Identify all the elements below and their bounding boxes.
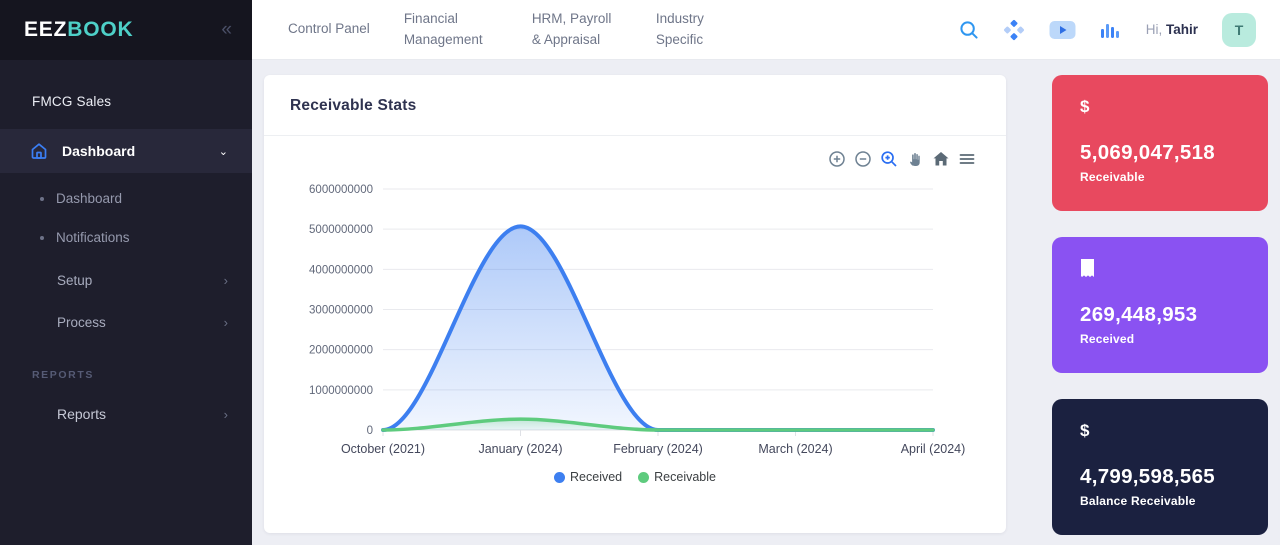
menu-icon[interactable] <box>958 150 976 168</box>
y-axis-tick-label: 4000000000 <box>309 264 373 276</box>
chevron-right-icon: › <box>223 406 228 422</box>
sidebar-subitem-label: Dashboard <box>56 191 123 206</box>
logo-bar: EEZBOOK « <box>0 0 252 60</box>
home-icon <box>30 142 48 160</box>
reset-home-icon[interactable] <box>932 150 950 168</box>
legend-label: Receivable <box>654 470 716 484</box>
y-axis-tick-label: 0 <box>367 425 373 437</box>
sidebar-item-process[interactable]: Process › <box>0 301 252 343</box>
user-greeting: Hi, Tahir <box>1145 22 1198 37</box>
nav-item-hrm-payroll-appraisal[interactable]: HRM, Payroll & Appraisal <box>531 10 612 47</box>
chevron-right-icon: › <box>223 272 228 288</box>
logo-text-secondary: BOOK <box>67 18 134 41</box>
y-axis-tick-label: 1000000000 <box>309 385 373 397</box>
company-name: FMCG Sales <box>32 94 112 109</box>
sidebar-item-dashboard[interactable]: Dashboard ⌄ <box>0 129 252 173</box>
app-logo[interactable]: EEZBOOK <box>24 18 133 42</box>
chart-legend: Received Receivable <box>264 470 1006 484</box>
dollar-icon: $ <box>1080 97 1090 116</box>
series-line-receivable <box>381 417 935 432</box>
legend-dot <box>638 471 650 483</box>
y-axis-tick-label: 3000000000 <box>309 305 373 317</box>
x-axis-tick-label: October (2021) <box>341 442 425 456</box>
user-name: Tahir <box>1165 22 1198 37</box>
sidebar-subitem-notifications[interactable]: Notifications <box>0 218 252 257</box>
chart-toolbar <box>264 136 1006 168</box>
main-content: Receivable Stats <box>252 60 1280 545</box>
dashboard-submenu: Dashboard Notifications <box>0 173 252 259</box>
stat-cards-column: $ 5,069,047,518 Receivable 269,448,953 R… <box>1052 75 1268 535</box>
area-chart-canvas: 6000000000 5000000000 4000000000 3000000000… <box>309 184 966 456</box>
sidebar-subitem-dashboard[interactable]: Dashboard <box>0 179 252 218</box>
legend-label: Received <box>570 470 623 484</box>
logo-text-primary: EEZ <box>24 18 68 41</box>
nav-item-control-panel[interactable]: Control Panel <box>288 21 370 37</box>
dollar-icon: $ <box>1080 421 1090 440</box>
x-axis-tick-label: April (2024) <box>901 442 966 456</box>
legend-dot <box>554 471 566 483</box>
sidebar: EEZBOOK « FMCG Sales Dashboard ⌄ Dashboa… <box>0 0 252 545</box>
y-axis-tick-label: 2000000000 <box>309 345 373 357</box>
stat-label: Received <box>1080 332 1135 346</box>
zoom-out-icon[interactable] <box>854 150 872 168</box>
bullet-icon <box>40 235 44 240</box>
stat-value: 269,448,953 <box>1080 303 1198 326</box>
stat-card-receivable[interactable]: $ 5,069,047,518 Receivable <box>1052 75 1268 211</box>
sidebar-item-setup[interactable]: Setup › <box>0 259 252 301</box>
stat-label: Receivable <box>1080 170 1145 184</box>
receipt-icon <box>1080 259 1240 281</box>
card-header: Receivable Stats <box>264 75 1006 136</box>
y-axis-tick-label: 6000000000 <box>309 184 373 196</box>
top-navigation: Control Panel Financial Management HRM, … <box>288 9 720 51</box>
sidebar-item-label: Process <box>57 314 106 330</box>
stat-value: 4,799,598,565 <box>1080 465 1215 488</box>
search-icon[interactable] <box>959 20 979 40</box>
sidebar-item-label: Dashboard <box>62 143 136 159</box>
x-axis-tick-label: February (2024) <box>613 442 703 456</box>
bullet-icon <box>40 196 44 201</box>
apps-diamond-icon[interactable] <box>1003 19 1025 41</box>
pan-icon[interactable] <box>906 150 924 168</box>
legend-item-received[interactable]: Received <box>554 470 622 484</box>
zoom-in-icon[interactable] <box>828 150 846 168</box>
stat-card-received[interactable]: 269,448,953 Received <box>1052 237 1268 373</box>
sidebar-collapse-icon[interactable]: « <box>221 19 232 40</box>
stat-value: 5,069,047,518 <box>1080 141 1215 164</box>
x-axis-tick-label: January (2024) <box>478 442 562 456</box>
nav-item-industry-specific[interactable]: Industry Specific <box>655 10 704 47</box>
series-area-receivable <box>383 419 933 430</box>
receivable-stats-card: Receivable Stats <box>264 75 1006 533</box>
stat-label: Balance Receivable <box>1080 494 1196 508</box>
sidebar-section-reports: REPORTS <box>32 369 94 381</box>
y-axis-tick-label: 5000000000 <box>309 224 373 236</box>
video-tutorial-icon[interactable] <box>1049 20 1076 40</box>
series-area-received <box>383 226 933 430</box>
chevron-down-icon: ⌄ <box>218 145 228 158</box>
x-axis-tick-label: March (2024) <box>758 442 832 456</box>
card-title: Receivable Stats <box>290 97 417 114</box>
top-header: Control Panel Financial Management HRM, … <box>252 0 1280 60</box>
legend-item-receivable[interactable]: Receivable <box>638 470 716 484</box>
nav-item-financial-management[interactable]: Financial Management <box>403 10 483 47</box>
stat-card-balance-receivable[interactable]: $ 4,799,598,565 Balance Receivable <box>1052 399 1268 535</box>
sidebar-item-label: Reports <box>57 406 107 422</box>
sidebar-subitem-label: Notifications <box>56 230 130 245</box>
bar-chart-icon[interactable] <box>1100 20 1122 40</box>
sidebar-item-reports[interactable]: Reports › <box>0 393 252 435</box>
sidebar-item-label: Setup <box>57 272 93 288</box>
content-column: Control Panel Financial Management HRM, … <box>252 0 1280 545</box>
selection-zoom-icon[interactable] <box>880 150 898 168</box>
header-actions: Hi, Tahir T <box>959 12 1256 47</box>
avatar[interactable]: T <box>1222 12 1256 47</box>
chevron-right-icon: › <box>223 314 228 330</box>
